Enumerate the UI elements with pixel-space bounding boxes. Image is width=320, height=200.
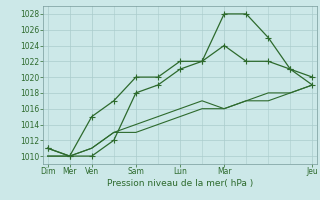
X-axis label: Pression niveau de la mer( hPa ): Pression niveau de la mer( hPa ) xyxy=(107,179,253,188)
